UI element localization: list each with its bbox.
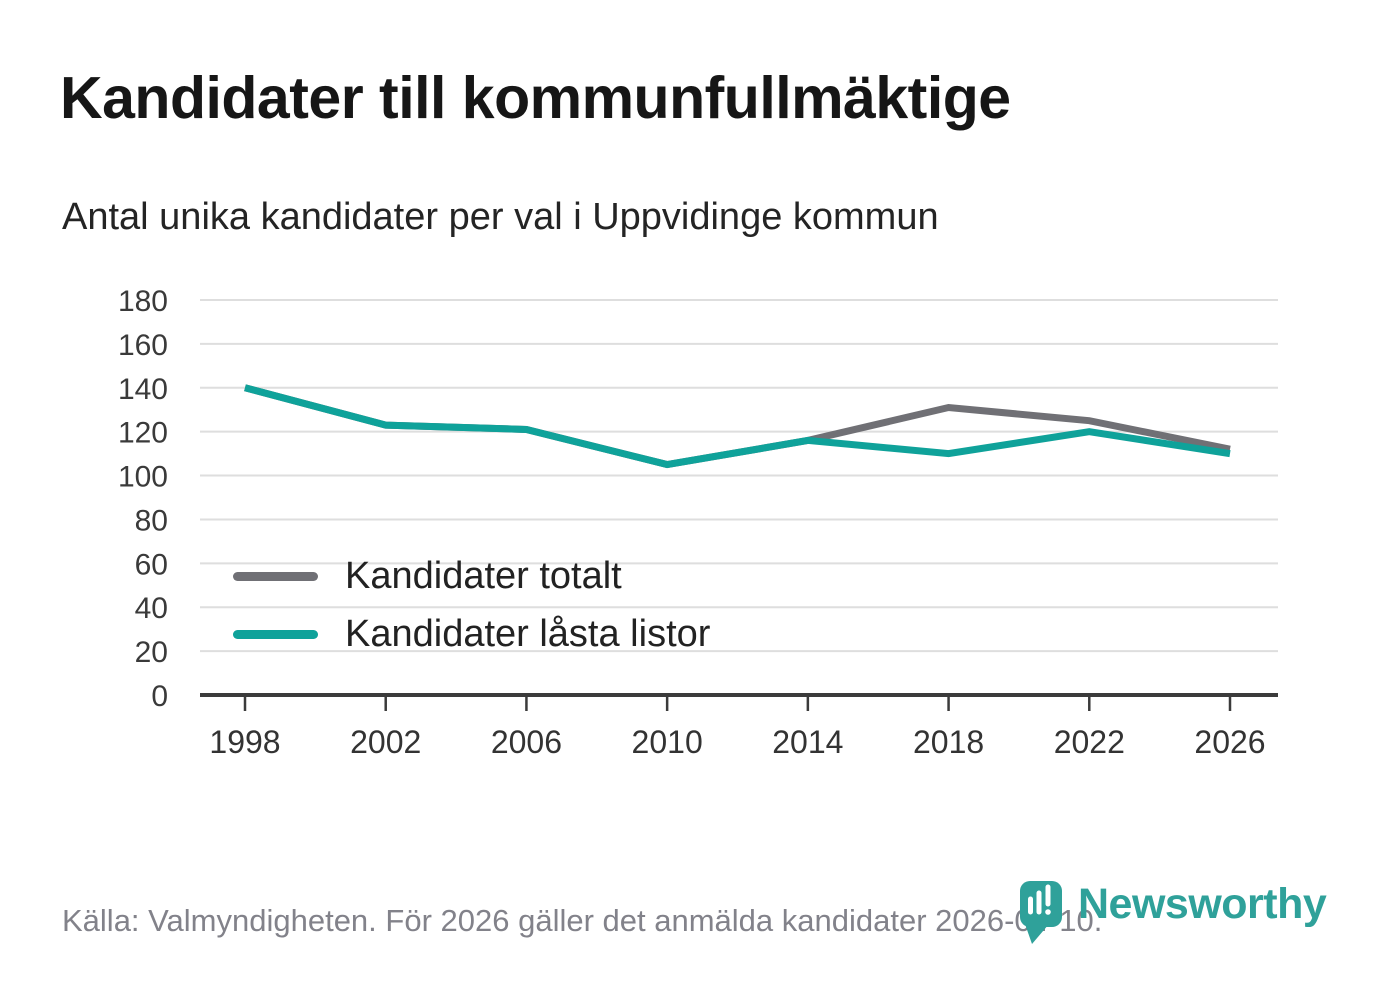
x-tick-label-2014: 2014 [772, 724, 843, 760]
y-tick-label-180: 180 [118, 285, 168, 318]
y-tick-label-100: 100 [118, 461, 168, 494]
y-tick-label-40: 40 [135, 592, 168, 625]
x-tick-label-1998: 1998 [209, 724, 280, 760]
legend-label-locked-lists: Kandidater låsta listor [345, 612, 711, 655]
x-tick-label-2026: 2026 [1194, 724, 1265, 760]
y-tick-label-80: 80 [135, 504, 168, 537]
newsworthy-wordmark: Newsworthy [1078, 880, 1327, 928]
page-title: Kandidater till kommunfullmäktige [60, 65, 1011, 131]
newsworthy-pin-bar-chart-icon [1020, 881, 1062, 944]
legend-swatch-locked-lists [233, 629, 318, 639]
y-tick-label-60: 60 [135, 548, 168, 581]
y-tick-label-160: 160 [118, 329, 168, 362]
x-tick-label-2002: 2002 [350, 724, 421, 760]
legend-item-locked-lists: Kandidater låsta listor [233, 612, 711, 655]
legend-swatch-total [233, 571, 318, 581]
y-tick-label-140: 140 [118, 373, 168, 406]
x-tick-label-2018: 2018 [913, 724, 984, 760]
y-tick-label-0: 0 [151, 680, 168, 713]
y-tick-label-20: 20 [135, 636, 168, 669]
source-note: Källa: Valmyndigheten. För 2026 gäller d… [62, 903, 1103, 938]
x-tick-label-2006: 2006 [491, 724, 562, 760]
chart-legend: Kandidater totalt Kandidater låsta listo… [233, 554, 711, 655]
legend-label-total: Kandidater totalt [345, 554, 622, 597]
x-tick-label-2022: 2022 [1054, 724, 1125, 760]
legend-item-total: Kandidater totalt [233, 554, 710, 597]
y-tick-label-120: 120 [118, 417, 168, 450]
newsworthy-logo: Newsworthy [1008, 874, 1338, 954]
series-line-locked-lists [244, 384, 1231, 469]
x-tick-label-2010: 2010 [632, 724, 703, 760]
page-subtitle: Antal unika kandidater per val i Uppvidi… [62, 196, 939, 238]
